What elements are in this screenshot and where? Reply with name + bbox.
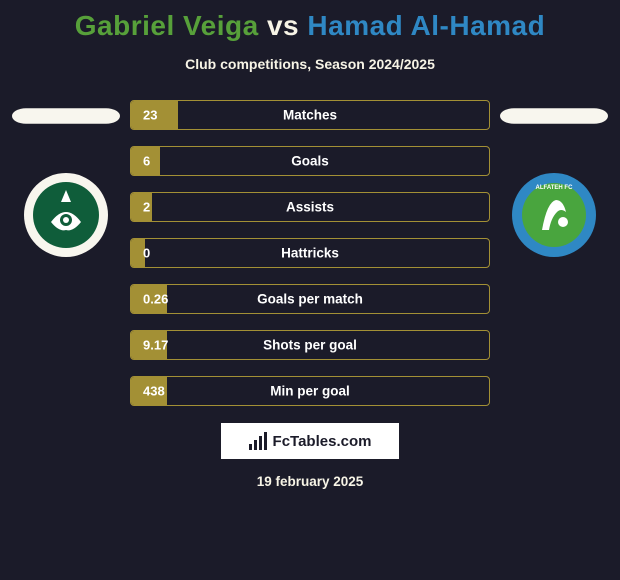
stat-value-left: 0.26	[143, 292, 168, 307]
alfateh-text: ALFATEH FC	[536, 185, 574, 191]
stat-label: Assists	[286, 200, 334, 215]
stat-label: Goals	[291, 154, 329, 169]
title-player2: Hamad Al-Hamad	[307, 10, 545, 41]
al-ahli-badge-icon	[23, 172, 109, 258]
stat-value-left: 438	[143, 384, 165, 399]
brand-logo: FcTables.com	[220, 422, 400, 460]
player2-side: ALFATEH FC	[494, 96, 614, 258]
stat-row-shots-per-goal: 9.17 Shots per goal	[130, 330, 490, 360]
footer-date: 19 february 2025	[0, 474, 620, 489]
comparison-area: ALFATEH FC 23 Matches 6 Goals 2 Assists …	[0, 96, 620, 406]
stat-value-left: 9.17	[143, 338, 168, 353]
player1-club-badge	[23, 172, 109, 258]
stat-label: Shots per goal	[263, 338, 357, 353]
brand-text: FcTables.com	[273, 433, 372, 450]
subtitle: Club competitions, Season 2024/2025	[0, 56, 620, 72]
brand-bars-icon	[249, 432, 267, 450]
stat-value-left: 2	[143, 200, 150, 215]
stat-row-hattricks: 0 Hattricks	[130, 238, 490, 268]
stat-row-goals: 6 Goals	[130, 146, 490, 176]
stat-value-left: 0	[143, 246, 150, 261]
alfateh-badge-icon: ALFATEH FC	[511, 172, 597, 258]
stat-label: Hattricks	[281, 246, 339, 261]
stat-row-matches: 23 Matches	[130, 100, 490, 130]
player2-club-badge: ALFATEH FC	[511, 172, 597, 258]
player1-name-pill	[12, 108, 120, 123]
stat-label: Goals per match	[257, 292, 363, 307]
stat-row-assists: 2 Assists	[130, 192, 490, 222]
stat-row-min-per-goal: 438 Min per goal	[130, 376, 490, 406]
stat-rows: 23 Matches 6 Goals 2 Assists 0 Hattricks…	[130, 96, 490, 406]
title-player1: Gabriel Veiga	[75, 10, 259, 41]
stat-label: Matches	[283, 108, 337, 123]
stat-row-goals-per-match: 0.26 Goals per match	[130, 284, 490, 314]
stat-label: Min per goal	[270, 384, 350, 399]
title-vs: vs	[267, 10, 299, 41]
player2-name-pill	[500, 108, 608, 123]
page-title: Gabriel Veiga vs Hamad Al-Hamad	[0, 0, 620, 42]
stat-value-left: 23	[143, 108, 157, 123]
stat-value-left: 6	[143, 154, 150, 169]
player1-side	[6, 96, 126, 258]
